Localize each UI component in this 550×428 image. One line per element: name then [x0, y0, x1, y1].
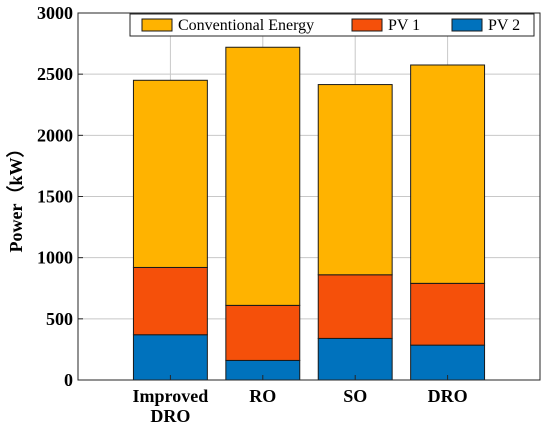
legend-swatch: [351, 18, 383, 32]
bar-pv-1: [410, 282, 486, 346]
legend-label: PV 1: [388, 17, 420, 34]
bar-conventional-energy: [225, 46, 301, 306]
y-tick-label: 2000: [37, 125, 73, 145]
x-tick-label: DRO: [150, 406, 190, 426]
legend-swatch: [451, 18, 483, 32]
bar-pv-2: [132, 334, 208, 381]
y-tick-label: 500: [46, 309, 73, 329]
bar-conventional-energy: [317, 84, 393, 276]
x-tick-label: Improved: [133, 386, 209, 406]
y-axis-ticks: 0 500 1000 1500 2000 2500 3000: [37, 3, 83, 390]
legend: Conventional Energy PV 1 PV 2: [129, 13, 535, 37]
y-tick-label: 2500: [37, 64, 73, 84]
x-tick-label: SO: [343, 386, 367, 406]
x-tick-label: DRO: [428, 386, 468, 406]
legend-swatch: [141, 18, 173, 32]
legend-box: [129, 13, 535, 37]
x-tick-label: RO: [249, 386, 276, 406]
bar-pv-2: [410, 344, 486, 381]
y-tick-label: 3000: [37, 3, 73, 23]
bar-conventional-energy: [132, 79, 208, 268]
bar-pv-1: [317, 274, 393, 339]
legend-label: Conventional Energy: [178, 17, 314, 34]
y-axis-label: Power（kW）: [6, 140, 26, 253]
y-tick-label: 1500: [37, 187, 73, 207]
bar-pv-1: [225, 304, 301, 361]
y-tick-label: 1000: [37, 248, 73, 268]
bar-pv-2: [317, 337, 393, 381]
bar-pv-1: [132, 266, 208, 336]
bar-series: [132, 46, 486, 381]
legend-label: PV 2: [488, 17, 520, 34]
bar-conventional-energy: [410, 64, 486, 284]
y-tick-label: 0: [64, 370, 73, 390]
